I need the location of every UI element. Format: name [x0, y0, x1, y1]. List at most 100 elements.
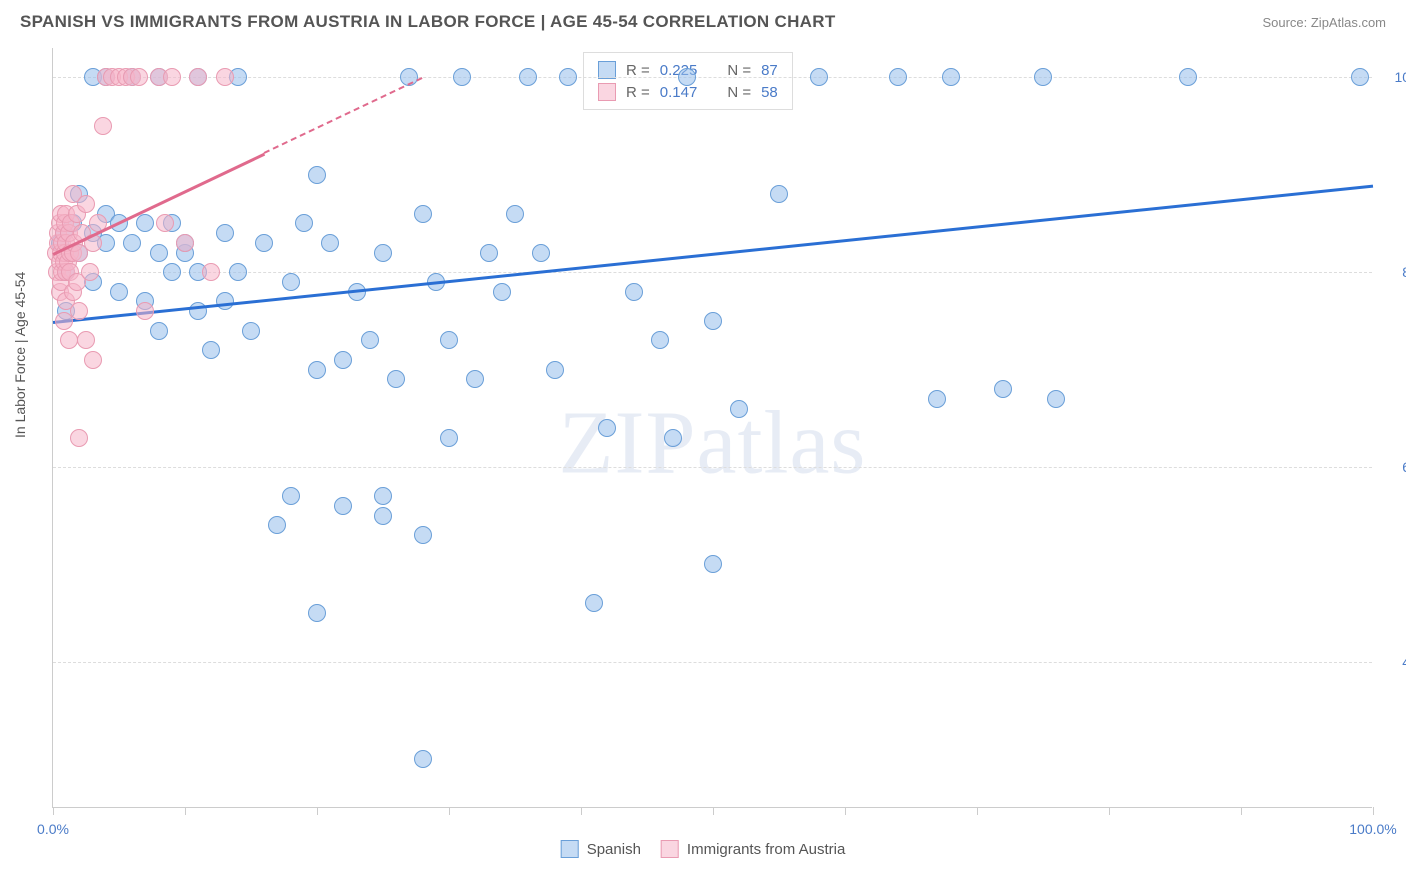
source-attribution: Source: ZipAtlas.com: [1262, 15, 1386, 30]
gridline: [53, 272, 1372, 273]
scatter-point: [1034, 68, 1052, 86]
scatter-point: [156, 214, 174, 232]
scatter-point: [559, 68, 577, 86]
scatter-point: [770, 185, 788, 203]
scatter-point: [176, 234, 194, 252]
x-tick: [977, 807, 978, 815]
gridline: [53, 467, 1372, 468]
scatter-point: [480, 244, 498, 262]
chart-header: SPANISH VS IMMIGRANTS FROM AUSTRIA IN LA…: [0, 0, 1406, 40]
gridline: [53, 662, 1372, 663]
x-tick: [581, 807, 582, 815]
scatter-point: [282, 487, 300, 505]
n-label: N =: [727, 62, 751, 79]
n-label: N =: [727, 84, 751, 101]
scatter-point: [70, 302, 88, 320]
legend-item-spanish: Spanish: [561, 840, 641, 858]
legend-label-spanish: Spanish: [587, 841, 641, 858]
scatter-point: [928, 390, 946, 408]
scatter-point: [150, 322, 168, 340]
scatter-point: [414, 205, 432, 223]
y-tick-label: 60.0%: [1382, 459, 1406, 475]
scatter-point: [664, 429, 682, 447]
trendline: [264, 77, 423, 154]
y-tick-label: 100.0%: [1382, 69, 1406, 85]
bottom-legend: Spanish Immigrants from Austria: [561, 840, 846, 858]
x-tick: [1373, 807, 1374, 815]
scatter-point: [440, 331, 458, 349]
scatter-point: [678, 68, 696, 86]
scatter-point: [282, 273, 300, 291]
scatter-point: [308, 604, 326, 622]
scatter-point: [150, 244, 168, 262]
scatter-point: [321, 234, 339, 252]
scatter-point: [334, 497, 352, 515]
scatter-point: [130, 68, 148, 86]
y-tick-label: 40.0%: [1382, 654, 1406, 670]
x-tick: [713, 807, 714, 815]
x-tick: [1241, 807, 1242, 815]
scatter-point: [1047, 390, 1065, 408]
scatter-point: [308, 361, 326, 379]
x-tick: [1109, 807, 1110, 815]
scatter-point: [163, 68, 181, 86]
scatter-point: [1179, 68, 1197, 86]
r-value-austria: 0.147: [660, 84, 698, 101]
swatch-austria: [598, 83, 616, 101]
scatter-point: [55, 312, 73, 330]
scatter-point: [506, 205, 524, 223]
scatter-point: [268, 516, 286, 534]
scatter-point: [242, 322, 260, 340]
gridline: [53, 77, 1372, 78]
scatter-point: [704, 555, 722, 573]
scatter-point: [216, 224, 234, 242]
scatter-point: [189, 68, 207, 86]
scatter-point: [414, 526, 432, 544]
r-label: R =: [626, 62, 650, 79]
scatter-point: [216, 68, 234, 86]
n-value-austria: 58: [761, 84, 778, 101]
n-value-spanish: 87: [761, 62, 778, 79]
scatter-point: [229, 263, 247, 281]
y-axis-label: In Labor Force | Age 45-54: [12, 272, 28, 438]
x-tick: [845, 807, 846, 815]
scatter-point: [374, 507, 392, 525]
scatter-point: [889, 68, 907, 86]
scatter-point: [440, 429, 458, 447]
scatter-point: [295, 214, 313, 232]
scatter-point: [585, 594, 603, 612]
scatter-point: [453, 68, 471, 86]
scatter-point: [84, 351, 102, 369]
scatter-point: [466, 370, 484, 388]
scatter-point: [123, 234, 141, 252]
x-tick: [317, 807, 318, 815]
x-tick-label: 0.0%: [37, 821, 69, 837]
scatter-point: [598, 419, 616, 437]
scatter-point: [163, 263, 181, 281]
scatter-point: [546, 361, 564, 379]
scatter-point: [136, 214, 154, 232]
scatter-point: [334, 351, 352, 369]
scatter-point: [625, 283, 643, 301]
scatter-chart: ZIPatlas R = 0.225 N = 87 R = 0.147 N = …: [52, 48, 1372, 808]
scatter-point: [202, 341, 220, 359]
r-label: R =: [626, 84, 650, 101]
scatter-point: [387, 370, 405, 388]
scatter-point: [81, 263, 99, 281]
scatter-point: [70, 429, 88, 447]
scatter-point: [94, 117, 112, 135]
scatter-point: [202, 263, 220, 281]
scatter-point: [77, 331, 95, 349]
scatter-point: [374, 487, 392, 505]
scatter-point: [704, 312, 722, 330]
scatter-point: [532, 244, 550, 262]
trendline: [53, 184, 1373, 323]
scatter-point: [216, 292, 234, 310]
scatter-point: [810, 68, 828, 86]
watermark: ZIPatlas: [559, 391, 867, 494]
scatter-point: [994, 380, 1012, 398]
scatter-point: [730, 400, 748, 418]
chart-title: SPANISH VS IMMIGRANTS FROM AUSTRIA IN LA…: [20, 12, 836, 32]
scatter-point: [1351, 68, 1369, 86]
swatch-austria: [661, 840, 679, 858]
